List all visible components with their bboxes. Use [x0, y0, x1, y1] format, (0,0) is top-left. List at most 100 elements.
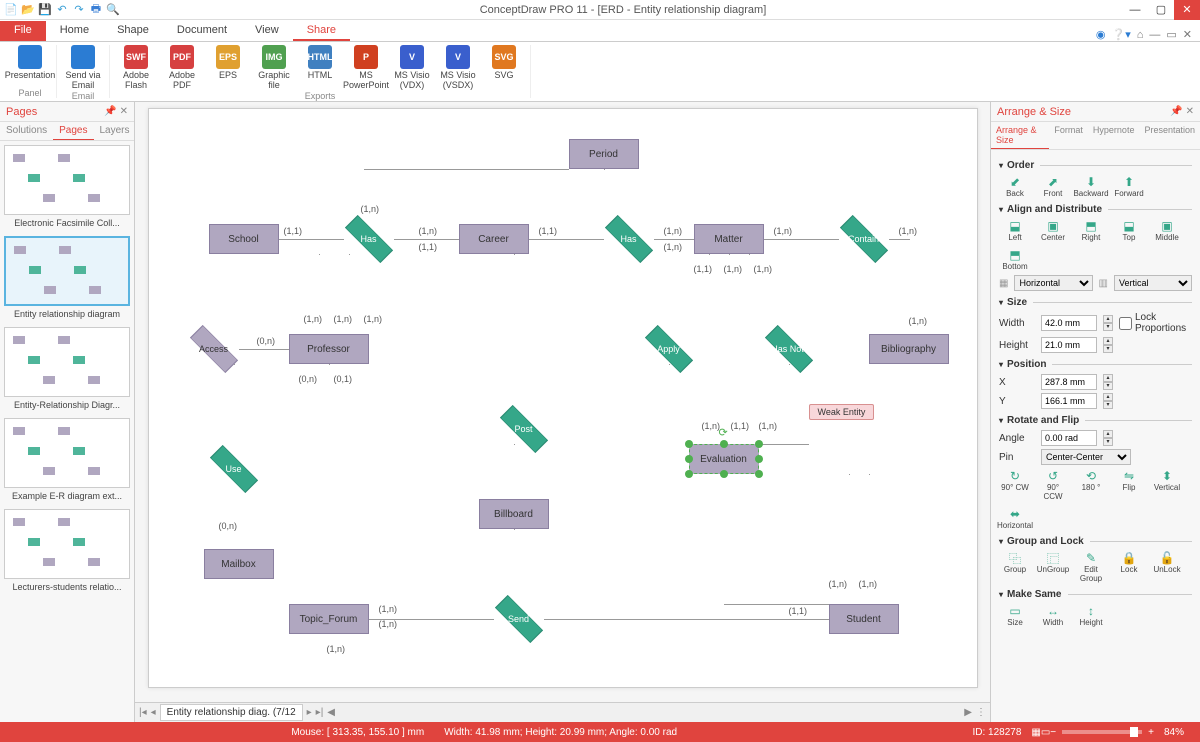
- qat-redo-icon[interactable]: ↷: [72, 3, 86, 17]
- distribute-h-icon[interactable]: ▦: [999, 278, 1008, 289]
- align-btns-left[interactable]: ⬓Left: [999, 219, 1031, 242]
- doc-tab-scroll-left[interactable]: ◀: [327, 707, 335, 718]
- angle-down[interactable]: ▾: [1103, 438, 1113, 446]
- doc-tab-next[interactable]: ▸: [307, 707, 312, 718]
- help-dropdown-icon[interactable]: ❔▾: [1112, 28, 1131, 41]
- diagram-canvas[interactable]: PeriodSchoolCareerMatterProfessorBibliog…: [148, 108, 978, 688]
- close-button[interactable]: ✕: [1174, 0, 1200, 20]
- ribbon-tab-share[interactable]: Share: [293, 21, 350, 41]
- align-btns-center[interactable]: ▣Center: [1037, 219, 1069, 242]
- qat-new-icon[interactable]: 📄: [4, 3, 18, 17]
- rp-tab-arrange-size[interactable]: Arrange & Size: [991, 122, 1049, 149]
- entity-mailbox[interactable]: Mailbox: [204, 549, 274, 579]
- ribbon-tab-home[interactable]: Home: [46, 21, 103, 41]
- status-icon-2[interactable]: ▭: [1041, 727, 1050, 738]
- align-btns-middle[interactable]: ▣Middle: [1151, 219, 1183, 242]
- page-thumbnail[interactable]: Electronic Facsimile Coll...: [4, 145, 130, 228]
- pin-select[interactable]: Center-Center: [1041, 449, 1131, 465]
- rotate-btns--ccw[interactable]: ↺90° CCW: [1037, 469, 1069, 501]
- distribute-v-icon[interactable]: ▥: [1099, 278, 1108, 289]
- relation-apply[interactable]: Apply: [644, 334, 694, 364]
- maximize-button[interactable]: ▢: [1148, 0, 1174, 20]
- relation-access[interactable]: Access: [189, 334, 239, 364]
- ribbon-item-presentation[interactable]: Presentation: [8, 45, 52, 81]
- pin-icon[interactable]: 📌 ✕: [104, 106, 128, 117]
- x-input[interactable]: [1041, 374, 1097, 390]
- qat-print-icon[interactable]: 🖶: [89, 3, 103, 17]
- section-same[interactable]: Make Same: [999, 589, 1192, 600]
- y-down[interactable]: ▾: [1103, 401, 1113, 409]
- status-icon-1[interactable]: ▦: [1031, 727, 1040, 738]
- qat-undo-icon[interactable]: ↶: [55, 3, 69, 17]
- mdi-restore-icon[interactable]: ▭: [1166, 28, 1176, 41]
- align-btns-right[interactable]: ⬒Right: [1075, 219, 1107, 242]
- pages-tab-solutions[interactable]: Solutions: [0, 122, 53, 140]
- selection-handle[interactable]: [720, 440, 728, 448]
- ribbon-tab-view[interactable]: View: [241, 21, 293, 41]
- entity-matter[interactable]: Matter: [694, 224, 764, 254]
- order-btns-back[interactable]: ⬋Back: [999, 175, 1031, 198]
- distribute-v-select[interactable]: Vertical: [1114, 275, 1192, 291]
- ribbon-item-send-via-email[interactable]: Send via Email: [61, 45, 105, 91]
- doc-tab-current[interactable]: Entity relationship diag. (7/12: [160, 704, 303, 721]
- relation-use[interactable]: Use: [209, 454, 259, 484]
- width-input[interactable]: [1041, 315, 1097, 331]
- page-thumbnail[interactable]: Lecturers-students relatio...: [4, 509, 130, 592]
- x-down[interactable]: ▾: [1103, 382, 1113, 390]
- ribbon-item-adobe-pdf[interactable]: PDFAdobe PDF: [160, 45, 204, 91]
- page-thumbnail[interactable]: Example E-R diagram ext...: [4, 418, 130, 501]
- group-btns-edit-group[interactable]: ✎Edit Group: [1075, 551, 1107, 583]
- rp-tab-hypernote[interactable]: Hypernote: [1088, 122, 1140, 149]
- selection-handle[interactable]: [755, 440, 763, 448]
- height-up[interactable]: ▴: [1103, 337, 1113, 345]
- selection-handle[interactable]: [755, 455, 763, 463]
- entity-student[interactable]: Student: [829, 604, 899, 634]
- y-input[interactable]: [1041, 393, 1097, 409]
- entity-career[interactable]: Career: [459, 224, 529, 254]
- selection-handle[interactable]: [720, 470, 728, 478]
- relation-send[interactable]: Send: [494, 604, 544, 634]
- distribute-h-select[interactable]: Horizontal: [1014, 275, 1092, 291]
- section-size[interactable]: Size: [999, 297, 1192, 308]
- zoom-slider[interactable]: [1062, 730, 1142, 734]
- doc-tab-last[interactable]: ▸|: [316, 707, 324, 718]
- rotate-btns-horizontal[interactable]: ⬌Horizontal: [999, 507, 1031, 530]
- section-position[interactable]: Position: [999, 359, 1192, 370]
- entity-bibliography[interactable]: Bibliography: [869, 334, 949, 364]
- relation-post[interactable]: Post: [499, 414, 549, 444]
- same-btns-size[interactable]: ▭Size: [999, 604, 1031, 627]
- relation-contain[interactable]: Contain: [839, 224, 889, 254]
- group-btns-lock[interactable]: 🔒Lock: [1113, 551, 1145, 583]
- doc-tab-scroll-right[interactable]: ▶: [964, 707, 972, 718]
- ribbon-tab-file[interactable]: File: [0, 21, 46, 41]
- ribbon-item-ms-visio-vdx-[interactable]: VMS Visio (VDX): [390, 45, 434, 91]
- height-input[interactable]: [1041, 337, 1097, 353]
- help-icon[interactable]: ◉: [1096, 28, 1106, 41]
- width-up[interactable]: ▴: [1103, 315, 1113, 323]
- ribbon-item-html[interactable]: HTMLHTML: [298, 45, 342, 91]
- entity-topic[interactable]: Topic_Forum: [289, 604, 369, 634]
- x-up[interactable]: ▴: [1103, 374, 1113, 382]
- rp-tab-format[interactable]: Format: [1049, 122, 1088, 149]
- canvas-scroll[interactable]: PeriodSchoolCareerMatterProfessorBibliog…: [135, 102, 990, 702]
- ribbon-item-ms-visio-vsdx-[interactable]: VMS Visio (VSDX): [436, 45, 480, 91]
- section-rotate[interactable]: Rotate and Flip: [999, 415, 1192, 426]
- y-up[interactable]: ▴: [1103, 393, 1113, 401]
- selection-handle[interactable]: [755, 470, 763, 478]
- group-btns-unlock[interactable]: 🔓UnLock: [1151, 551, 1183, 583]
- height-down[interactable]: ▾: [1103, 345, 1113, 353]
- qat-preview-icon[interactable]: 🔍: [106, 3, 120, 17]
- align-btns-top[interactable]: ⬓Top: [1113, 219, 1145, 242]
- ribbon-item-adobe-flash[interactable]: SWFAdobe Flash: [114, 45, 158, 91]
- ribbon-tab-shape[interactable]: Shape: [103, 21, 163, 41]
- relation-has1[interactable]: Has: [344, 224, 394, 254]
- zoom-out-button[interactable]: −: [1050, 727, 1056, 738]
- ribbon-item-svg[interactable]: SVGSVG: [482, 45, 526, 91]
- minimize-button[interactable]: —: [1122, 0, 1148, 20]
- same-btns-width[interactable]: ↔Width: [1037, 604, 1069, 627]
- rotate-btns-vertical[interactable]: ⬍Vertical: [1151, 469, 1183, 501]
- entity-billboard[interactable]: Billboard: [479, 499, 549, 529]
- relation-notes[interactable]: It Has Notes: [764, 334, 814, 364]
- mdi-close-icon[interactable]: ✕: [1183, 28, 1192, 41]
- align-btns-bottom[interactable]: ⬒Bottom: [999, 248, 1031, 271]
